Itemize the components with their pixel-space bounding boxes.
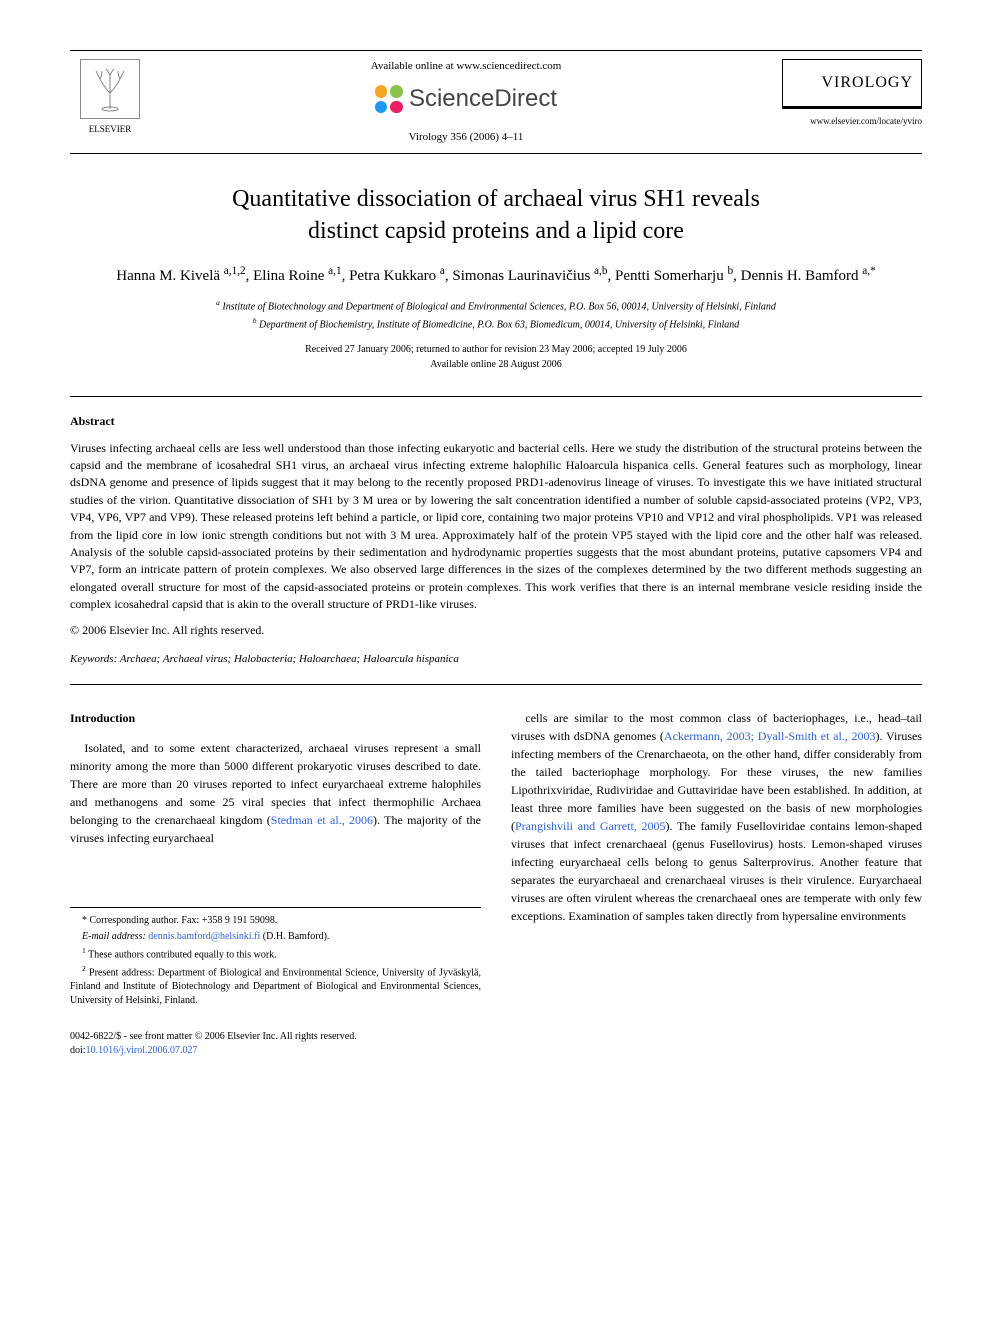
email-label: E-mail address: bbox=[82, 931, 146, 942]
elsevier-tree-icon bbox=[80, 59, 140, 119]
keywords-label: Keywords: bbox=[70, 653, 117, 665]
title-line-2: distinct capsid proteins and a lipid cor… bbox=[308, 218, 684, 244]
sd-dot bbox=[390, 85, 403, 98]
citation-link[interactable]: Ackermann, 2003; Dyall-Smith et al., 200… bbox=[664, 729, 876, 743]
sd-dot bbox=[375, 101, 388, 114]
keywords: Keywords: Archaea; Archaeal virus; Halob… bbox=[70, 652, 922, 667]
elsevier-label: ELSEVIER bbox=[70, 123, 150, 136]
introduction-heading: Introduction bbox=[70, 709, 481, 727]
citation-text: Virology 356 (2006) 4–11 bbox=[170, 130, 762, 145]
journal-frame: VIROLOGY bbox=[782, 59, 922, 109]
dates-line-2: Available online 28 August 2006 bbox=[430, 359, 561, 370]
intro-paragraph: Isolated, and to some extent characteriz… bbox=[70, 739, 481, 847]
elsevier-logo: ELSEVIER bbox=[70, 59, 150, 136]
title-line-1: Quantitative dissociation of archaeal vi… bbox=[232, 186, 760, 212]
email-link[interactable]: dennis.bamford@helsinki.fi bbox=[148, 931, 260, 942]
sd-dot bbox=[375, 85, 388, 98]
footnotes: * Corresponding author. Fax: +358 9 191 … bbox=[70, 907, 481, 1009]
left-column: Introduction Isolated, and to some exten… bbox=[70, 709, 481, 1011]
affiliations: a Institute of Biotechnology and Departm… bbox=[70, 297, 922, 332]
citation-link[interactable]: Prangishvili and Garrett, 2005 bbox=[515, 819, 666, 833]
abstract-body: Viruses infecting archaeal cells are les… bbox=[70, 440, 922, 614]
footnote-2: 2 Present address: Department of Biologi… bbox=[70, 964, 481, 1008]
intro-paragraph-cont: cells are similar to the most common cla… bbox=[511, 709, 922, 925]
sciencedirect-text: ScienceDirect bbox=[409, 82, 557, 116]
available-online-text: Available online at www.sciencedirect.co… bbox=[170, 59, 762, 74]
authors-list: Hanna M. Kivelä a,1,2, Elina Roine a,1, … bbox=[70, 263, 922, 288]
keywords-text: Archaea; Archaeal virus; Halobacteria; H… bbox=[120, 653, 459, 665]
center-header: Available online at www.sciencedirect.co… bbox=[150, 59, 782, 145]
doi-link[interactable]: 10.1016/j.virol.2006.07.027 bbox=[86, 1045, 198, 1056]
sd-dots-icon bbox=[375, 85, 403, 113]
right-column: cells are similar to the most common cla… bbox=[511, 709, 922, 1011]
sciencedirect-logo: ScienceDirect bbox=[170, 82, 762, 116]
article-dates: Received 27 January 2006; returned to au… bbox=[70, 342, 922, 372]
article-title: Quantitative dissociation of archaeal vi… bbox=[70, 184, 922, 246]
body-columns: Introduction Isolated, and to some exten… bbox=[70, 709, 922, 1011]
divider bbox=[70, 684, 922, 685]
email-paren: (D.H. Bamford). bbox=[263, 931, 330, 942]
copyright-line: © 2006 Elsevier Inc. All rights reserved… bbox=[70, 622, 922, 639]
front-matter-line: 0042-6822/$ - see front matter © 2006 El… bbox=[70, 1030, 922, 1044]
doi-line: doi:10.1016/j.virol.2006.07.027 bbox=[70, 1044, 922, 1058]
citation-link[interactable]: Stedman et al., 2006 bbox=[271, 813, 373, 827]
bottom-matter: 0042-6822/$ - see front matter © 2006 El… bbox=[70, 1030, 922, 1058]
divider bbox=[70, 396, 922, 397]
affiliation-b: Department of Biochemistry, Institute of… bbox=[259, 319, 739, 330]
journal-url: www.elsevier.com/locate/yviro bbox=[782, 115, 922, 128]
journal-name: VIROLOGY bbox=[791, 72, 913, 94]
affiliation-a: Institute of Biotechnology and Departmen… bbox=[222, 302, 776, 313]
corresponding-author: * Corresponding author. Fax: +358 9 191 … bbox=[70, 914, 481, 928]
sd-dot bbox=[390, 101, 403, 114]
dates-line-1: Received 27 January 2006; returned to au… bbox=[305, 344, 687, 355]
abstract-heading: Abstract bbox=[70, 413, 922, 430]
footnote-1: 1 These authors contributed equally to t… bbox=[70, 946, 481, 962]
page-header: ELSEVIER Available online at www.science… bbox=[70, 50, 922, 154]
email-line: E-mail address: dennis.bamford@helsinki.… bbox=[70, 930, 481, 944]
journal-box: VIROLOGY www.elsevier.com/locate/yviro bbox=[782, 59, 922, 128]
